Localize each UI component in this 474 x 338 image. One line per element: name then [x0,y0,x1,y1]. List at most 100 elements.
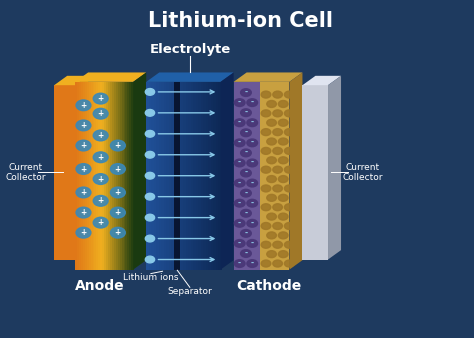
Circle shape [267,213,276,220]
Polygon shape [201,82,204,270]
Circle shape [234,139,245,147]
Polygon shape [191,82,194,270]
Circle shape [93,108,108,119]
Polygon shape [94,82,97,270]
Polygon shape [110,82,113,270]
Circle shape [284,129,294,136]
Polygon shape [159,82,162,270]
Text: -: - [245,88,247,97]
Text: Current
Collector: Current Collector [343,163,383,182]
Circle shape [247,139,257,147]
Circle shape [273,260,283,267]
Circle shape [273,166,283,173]
Circle shape [110,187,125,198]
Circle shape [247,179,257,187]
Text: -: - [245,209,247,218]
Polygon shape [260,82,290,270]
Circle shape [278,175,288,183]
Circle shape [241,189,251,197]
Polygon shape [183,82,187,270]
Polygon shape [126,82,128,270]
Circle shape [267,251,276,258]
Polygon shape [290,72,302,270]
Text: +: + [80,188,87,197]
Text: -: - [251,138,254,147]
Polygon shape [161,82,164,270]
Text: -: - [251,198,254,208]
Circle shape [267,138,276,145]
Polygon shape [92,82,95,270]
Text: -: - [238,178,241,187]
Circle shape [234,99,245,106]
Circle shape [110,164,125,174]
Text: -: - [238,138,241,147]
Circle shape [146,214,155,221]
Text: -: - [238,98,241,107]
Polygon shape [186,82,189,270]
Polygon shape [176,82,179,270]
Circle shape [146,193,155,200]
Text: -: - [245,249,247,258]
Circle shape [247,119,257,127]
Polygon shape [133,72,146,270]
Polygon shape [166,82,170,270]
Text: -: - [251,219,254,227]
Polygon shape [85,82,88,270]
Circle shape [278,251,288,258]
Polygon shape [179,82,182,270]
Polygon shape [119,82,122,270]
Text: -: - [245,148,247,157]
Text: -: - [245,229,247,238]
Polygon shape [213,82,217,270]
Text: -: - [251,178,254,187]
Circle shape [261,166,271,173]
Text: -: - [251,98,254,107]
Polygon shape [91,82,93,270]
Circle shape [278,213,288,220]
Circle shape [278,157,288,164]
Polygon shape [216,82,219,270]
Polygon shape [79,82,82,270]
Text: -: - [245,189,247,197]
Polygon shape [129,82,132,270]
Text: Anode: Anode [75,279,124,293]
Polygon shape [151,82,155,270]
Circle shape [267,119,276,126]
Circle shape [284,110,294,117]
Text: -: - [238,198,241,208]
Polygon shape [118,82,120,270]
Polygon shape [149,82,152,270]
Circle shape [278,119,288,126]
Circle shape [234,219,245,227]
Circle shape [241,210,251,217]
Circle shape [284,260,294,267]
Circle shape [241,129,251,137]
Circle shape [247,199,257,207]
Circle shape [93,174,108,185]
Circle shape [261,204,271,211]
Circle shape [261,91,271,98]
Polygon shape [146,72,234,82]
Text: +: + [115,188,121,197]
Polygon shape [89,82,91,270]
Circle shape [93,152,108,163]
Circle shape [241,89,251,96]
Polygon shape [98,82,101,270]
Polygon shape [169,82,172,270]
Polygon shape [171,82,174,270]
Polygon shape [302,85,328,260]
Text: +: + [98,131,104,140]
Polygon shape [203,82,207,270]
Circle shape [76,227,91,238]
Circle shape [241,109,251,117]
Circle shape [278,232,288,239]
Circle shape [267,157,276,164]
Polygon shape [75,76,88,260]
Polygon shape [196,82,199,270]
Polygon shape [198,82,202,270]
Circle shape [273,204,283,211]
Polygon shape [234,72,302,82]
Circle shape [146,235,155,242]
Text: +: + [98,109,104,118]
Polygon shape [218,82,221,270]
